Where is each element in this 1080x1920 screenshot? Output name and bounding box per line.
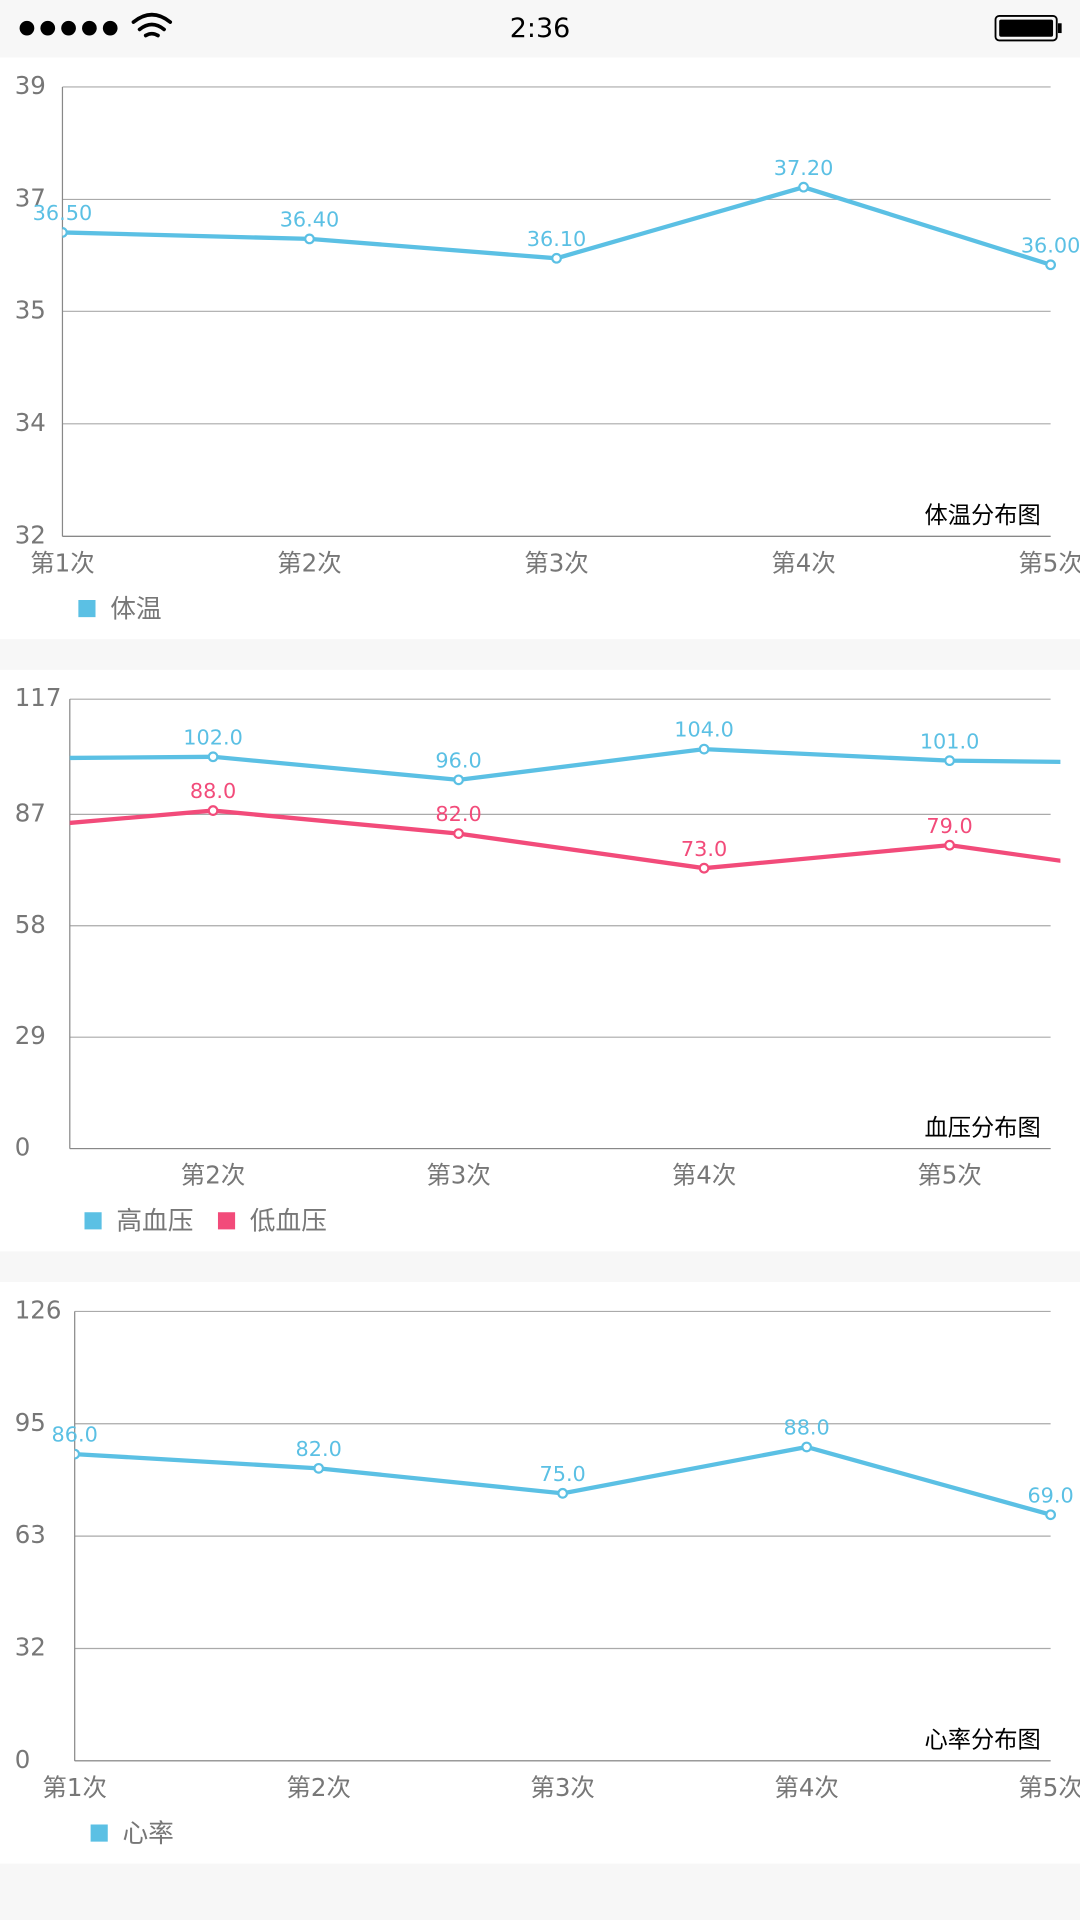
data-label: 86.0: [52, 1423, 98, 1447]
data-point: [62, 227, 68, 238]
y-tick-label: 39: [15, 71, 46, 100]
data-label: 36.00: [1021, 233, 1080, 257]
data-point: [207, 805, 219, 816]
chart-title: 心率分布图: [925, 1727, 1041, 1754]
data-point: [1045, 259, 1056, 271]
data-label: 36.50: [33, 201, 93, 225]
legend-label: 体温: [110, 594, 161, 624]
plot-area: [62, 181, 1056, 271]
data-label: 82.0: [296, 1437, 342, 1461]
x-tick-label: 第4次: [672, 1161, 737, 1190]
data-label: 37.20: [774, 156, 834, 180]
y-tick-label: 37: [15, 183, 46, 212]
data-point: [453, 828, 464, 840]
x-tick-label: 第2次: [277, 548, 342, 577]
data-point: [557, 1487, 569, 1499]
wifi-icon: [131, 12, 173, 38]
legend-swatch: [84, 1212, 102, 1230]
y-tick-label: 32: [15, 1632, 46, 1661]
data-label: 75.0: [539, 1462, 585, 1486]
data-point: [304, 233, 315, 245]
x-tick-label: 第1次: [42, 1773, 107, 1802]
data-label: 82.0: [435, 802, 481, 826]
data-point: [801, 1441, 813, 1453]
data-point: [74, 1448, 81, 1460]
data-point: [944, 755, 955, 767]
legend-label: 低血压: [250, 1207, 327, 1237]
data-label: 101.0: [920, 729, 980, 753]
y-tick-label: 35: [15, 295, 46, 324]
x-tick-label: 第5次: [1018, 548, 1080, 577]
plot-area: [69, 743, 1061, 874]
x-tick-label: 第2次: [181, 1161, 246, 1190]
y-tick-label: 32: [15, 520, 46, 549]
y-tick-label: 58: [15, 910, 46, 939]
legend-label: 高血压: [116, 1207, 193, 1237]
y-tick-label: 63: [15, 1520, 46, 1549]
chart-panel: [0, 57, 1080, 640]
data-point: [207, 751, 219, 763]
data-point: [313, 1462, 325, 1474]
x-tick-label: 第3次: [426, 1161, 491, 1190]
data-label: 104.0: [674, 718, 734, 742]
chart-panel: [0, 1282, 1080, 1864]
x-tick-label: 第3次: [530, 1773, 595, 1802]
data-point: [698, 743, 710, 755]
battery-icon: [994, 15, 1062, 42]
data-label: 79.0: [926, 814, 972, 838]
y-tick-label: 126: [15, 1295, 62, 1324]
data-label: 88.0: [783, 1416, 829, 1440]
x-tick-label: 第5次: [1018, 1773, 1080, 1802]
x-tick-label: 第2次: [286, 1773, 351, 1802]
data-point: [698, 862, 710, 874]
data-label: 73.0: [681, 837, 727, 861]
data-point: [1045, 1509, 1056, 1521]
y-tick-label: 87: [15, 798, 46, 827]
legend-label: 心率: [122, 1819, 173, 1849]
data-label: 36.10: [527, 227, 587, 251]
y-tick-label: 0: [15, 1745, 31, 1774]
y-tick-label: 34: [15, 408, 46, 437]
y-tick-label: 29: [15, 1021, 46, 1050]
data-label: 88.0: [190, 779, 236, 803]
data-label: 96.0: [435, 748, 481, 772]
chart-panel: [0, 669, 1080, 1252]
status-time: 2:36: [510, 13, 570, 44]
legend-swatch: [90, 1824, 108, 1842]
status-bar: [0, 0, 1080, 58]
data-point: [453, 774, 464, 786]
data-label: 36.40: [280, 208, 340, 232]
x-tick-label: 第4次: [771, 548, 836, 577]
chart-title: 体温分布图: [925, 502, 1041, 529]
signal-dots: [19, 20, 118, 36]
data-point: [944, 839, 955, 851]
y-tick-label: 95: [15, 1408, 46, 1437]
data-line: [69, 746, 1061, 782]
chart-title: 血压分布图: [925, 1114, 1041, 1141]
x-tick-label: 第1次: [30, 548, 95, 577]
data-label: 69.0: [1027, 1483, 1073, 1507]
x-tick-label: 第4次: [774, 1773, 839, 1802]
data-point: [798, 181, 809, 193]
data-line: [69, 808, 1061, 871]
plot-area: [74, 1441, 1056, 1521]
data-point: [551, 252, 562, 264]
legend-swatch: [78, 600, 96, 618]
legend-swatch: [217, 1212, 236, 1230]
x-tick-label: 第5次: [917, 1161, 982, 1190]
x-tick-label: 第3次: [524, 548, 589, 577]
data-label: 102.0: [183, 725, 243, 749]
y-tick-label: 117: [15, 683, 62, 712]
y-tick-label: 0: [15, 1133, 31, 1162]
